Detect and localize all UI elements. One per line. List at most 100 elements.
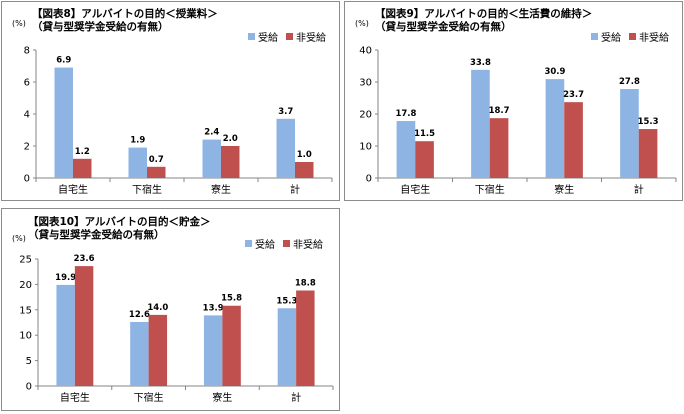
bar-non-recipient xyxy=(222,305,241,386)
data-label: 17.8 xyxy=(395,109,416,119)
bar-non-recipient xyxy=(147,166,166,178)
bar-chart-plot: 0510152025自宅生19.923.6下宿生12.614.0寮生13.915… xyxy=(19,254,334,404)
unit-label: (%) xyxy=(12,19,26,28)
y-tick-label: 2 xyxy=(24,142,30,153)
legend-label-recipient: 受給 xyxy=(258,33,278,44)
data-label: 15.8 xyxy=(221,294,242,304)
bar-recipient xyxy=(203,315,223,386)
bar-recipient xyxy=(396,121,416,178)
bar-non-recipient xyxy=(489,118,509,178)
data-label: 30.9 xyxy=(544,67,565,77)
x-tick-label: 自宅生 xyxy=(400,183,430,196)
chart-legend: 受給 非受給 xyxy=(248,29,334,44)
bar-recipient xyxy=(620,89,639,178)
x-tick-label: 下宿生 xyxy=(134,391,164,404)
legend-swatch-non-recipient xyxy=(286,33,293,40)
legend-item-non-recipient: 非受給 xyxy=(286,29,326,44)
y-tick-label: 5 xyxy=(26,356,32,367)
chart-subtitle: （貸与型奨学金受給の有無） xyxy=(32,21,169,33)
x-tick-label: 寮生 xyxy=(212,391,232,404)
y-tick-label: 15 xyxy=(19,305,32,316)
legend-item-non-recipient: 非受給 xyxy=(283,236,323,251)
y-tick-label: 0 xyxy=(24,174,30,185)
x-tick-label: 自宅生 xyxy=(58,183,88,196)
x-tick-label: 自宅生 xyxy=(60,391,90,404)
data-label: 2.0 xyxy=(223,134,238,144)
bar-recipient xyxy=(471,69,490,178)
data-label: 11.5 xyxy=(414,129,435,139)
data-label: 1.9 xyxy=(130,136,145,146)
legend-swatch-non-recipient xyxy=(283,240,290,247)
bar-recipient xyxy=(202,139,221,178)
data-label: 23.7 xyxy=(563,90,584,100)
legend-item-recipient: 受給 xyxy=(245,236,275,251)
x-tick-label: 寮生 xyxy=(554,183,574,196)
bar-chart-plot: 0 2 4 6 8 自宅生 6.9 1.2 下宿生 1.9 0.7 寮生 2.4 2.0 計 3.7 1.0 xyxy=(24,46,333,196)
x-tick-label: 計 xyxy=(291,391,301,404)
data-label: 0.7 xyxy=(149,155,164,165)
legend-label-non-recipient: 非受給 xyxy=(639,33,669,44)
unit-label: (%) xyxy=(12,234,26,243)
bar-non-recipient xyxy=(415,141,434,178)
y-tick-label: 10 xyxy=(19,331,32,342)
chart-title: 【図表8】アルバイトの目的＜授業料＞ xyxy=(32,8,218,20)
bar-recipient xyxy=(277,308,297,386)
y-tick-label: 0 xyxy=(366,174,372,185)
data-label: 6.9 xyxy=(56,56,71,66)
data-label: 3.7 xyxy=(278,107,293,117)
chart-legend: 受給 非受給 xyxy=(591,29,677,44)
legend-item-recipient: 受給 xyxy=(591,29,621,44)
bar-recipient xyxy=(276,118,295,178)
data-label: 27.8 xyxy=(619,77,640,87)
y-tick-label: 6 xyxy=(24,78,30,89)
bar-recipient xyxy=(56,284,75,386)
bar-chart-plot: 0 10 20 30 40 自宅生 17.8 11.5 下宿生 33.8 18.7 寮生 30.9 23.… xyxy=(359,46,677,196)
y-tick-label: 10 xyxy=(359,142,372,153)
bar-non-recipient xyxy=(295,162,314,178)
bar-non-recipient xyxy=(564,102,583,178)
chart-panel-8: (%) 【図表8】アルバイトの目的＜授業料＞ （貸与型奨学金受給の有無） 受給 … xyxy=(1,1,340,201)
legend-item-non-recipient: 非受給 xyxy=(629,29,669,44)
bar-recipient xyxy=(128,147,147,178)
data-label: 19.9 xyxy=(55,273,76,283)
bar-non-recipient xyxy=(148,314,168,386)
legend-swatch-recipient xyxy=(248,33,255,40)
chart-title: 【図表10】アルバイトの目的＜貯金＞ xyxy=(28,216,211,228)
x-tick-label: 下宿生 xyxy=(475,183,505,196)
data-label: 12.6 xyxy=(129,310,150,320)
y-tick-label: 20 xyxy=(359,110,372,121)
data-label: 1.2 xyxy=(75,147,90,157)
legend-swatch-recipient xyxy=(245,240,252,247)
bar-recipient xyxy=(54,67,73,178)
legend-swatch-non-recipient xyxy=(629,33,636,40)
data-label: 23.6 xyxy=(74,254,95,264)
chart-subtitle: （貸与型奨学金受給の有無） xyxy=(375,21,512,33)
y-tick-label: 30 xyxy=(359,78,372,89)
bar-recipient xyxy=(130,321,149,386)
bar-non-recipient xyxy=(296,290,315,386)
chart-panel-9: (%) 【図表9】アルバイトの目的＜生活費の維持＞ （貸与型奨学金受給の有無） … xyxy=(344,1,683,201)
chart-panel-10: (%) 【図表10】アルバイトの目的＜貯金＞ （貸与型奨学金受給の有無） 受給 … xyxy=(1,208,340,411)
legend-label-non-recipient: 非受給 xyxy=(296,33,326,44)
data-label: 15.3 xyxy=(638,117,659,127)
unit-label: (%) xyxy=(355,19,369,28)
x-tick-label: 下宿生 xyxy=(132,183,162,196)
y-tick-label: 8 xyxy=(24,46,30,57)
legend-item-recipient: 受給 xyxy=(248,29,278,44)
bar-non-recipient xyxy=(221,146,240,178)
data-label: 33.8 xyxy=(470,58,491,68)
y-tick-label: 25 xyxy=(19,255,32,266)
y-tick-label: 40 xyxy=(359,46,372,57)
y-tick-label: 20 xyxy=(19,280,32,291)
x-tick-label: 寮生 xyxy=(211,183,231,196)
chart-subtitle: （貸与型奨学金受給の有無） xyxy=(28,229,165,241)
x-tick-label: 計 xyxy=(290,183,300,196)
bar-non-recipient xyxy=(74,266,94,386)
bar-non-recipient xyxy=(73,158,92,178)
legend-label-recipient: 受給 xyxy=(601,33,621,44)
y-tick-label: 0 xyxy=(26,382,32,393)
legend-label-non-recipient: 非受給 xyxy=(293,240,323,251)
legend-label-recipient: 受給 xyxy=(255,240,275,251)
data-label: 18.8 xyxy=(295,278,316,288)
y-tick-label: 4 xyxy=(24,110,30,121)
